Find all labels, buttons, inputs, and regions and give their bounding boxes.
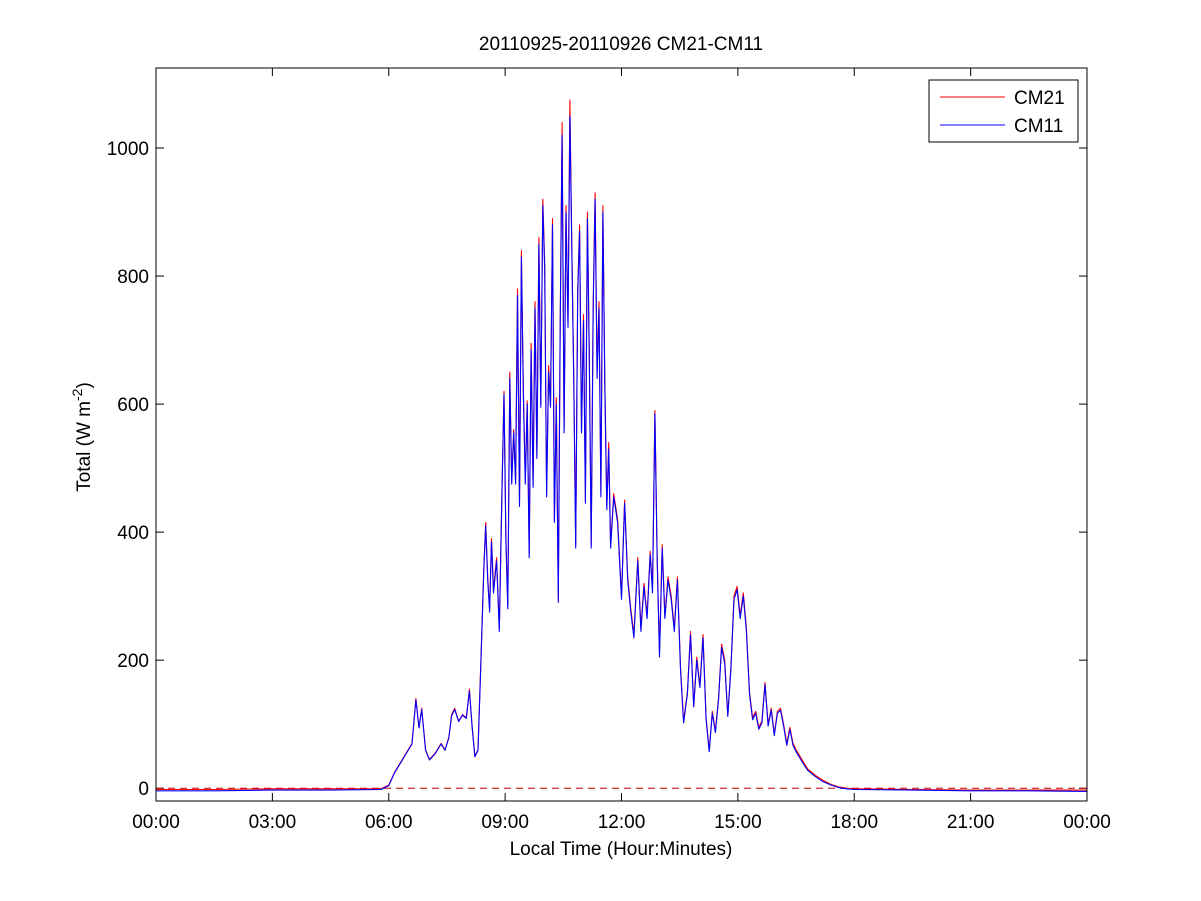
y-axis-label: Total (W m-2) [69, 382, 95, 492]
x-tick-label: 15:00 [714, 812, 762, 833]
legend-box [928, 79, 1079, 143]
legend: CM21 CM11 [928, 79, 1079, 143]
y-tick-label: 600 [117, 395, 149, 416]
plot-frame [155, 67, 1088, 802]
y-axis-label-superscript: -2 [69, 388, 85, 401]
y-tick-label: 200 [117, 651, 149, 672]
y-tick-label: 400 [117, 523, 149, 544]
x-tick-label: 00:00 [1063, 812, 1111, 833]
series-line-cm11 [156, 115, 1088, 792]
y-axis-label-close: ) [74, 382, 95, 388]
y-tick-label: 800 [117, 267, 149, 288]
x-tick-label: 12:00 [598, 812, 646, 833]
x-tick-label: 00:00 [132, 812, 180, 833]
legend-label-cm21: CM21 [1014, 88, 1065, 109]
x-tick-label: 03:00 [249, 812, 297, 833]
x-tick-label: 06:00 [365, 812, 413, 833]
plot-area [156, 68, 1087, 801]
x-tick-label: 21:00 [947, 812, 995, 833]
x-tick-label: 09:00 [481, 812, 529, 833]
legend-label-cm11: CM11 [1014, 116, 1063, 137]
chart-title: 20110925-20110926 CM21-CM11 [479, 34, 763, 55]
tick-labels: 00:00 03:00 06:00 09:00 12:00 15:00 18:00 21:00… [107, 139, 1111, 833]
y-axis-label-main: Total (W m [74, 401, 95, 492]
x-tick-label: 18:00 [830, 812, 878, 833]
y-tick-label: 0 [138, 779, 149, 800]
x-axis-label: Local Time (Hour:Minutes) [510, 839, 733, 860]
series-group [156, 99, 1088, 792]
y-tick-label: 1000 [107, 139, 149, 160]
